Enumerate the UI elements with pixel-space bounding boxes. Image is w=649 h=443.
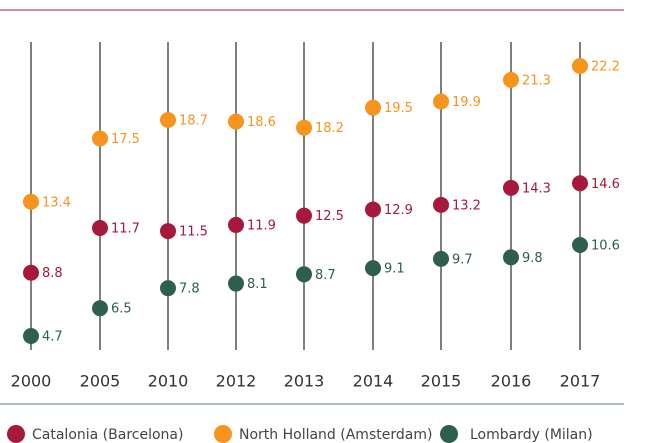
dot bbox=[572, 175, 588, 192]
data-label: 11.9 bbox=[247, 218, 276, 233]
x-tick-label: 2005 bbox=[80, 372, 121, 391]
data-label: 19.9 bbox=[452, 95, 481, 110]
dot bbox=[433, 196, 449, 213]
data-label: 8.8 bbox=[42, 266, 63, 281]
data-label: 13.2 bbox=[452, 198, 481, 213]
dot bbox=[23, 328, 39, 344]
data-label: 8.7 bbox=[315, 268, 336, 283]
dot bbox=[228, 113, 244, 130]
dot bbox=[296, 266, 312, 283]
dot bbox=[92, 130, 108, 147]
x-tick-label: 2017 bbox=[560, 372, 601, 391]
data-label: 11.5 bbox=[179, 225, 208, 240]
legend-label: North Holland (Amsterdam) bbox=[239, 427, 432, 443]
dot bbox=[160, 112, 176, 128]
dot bbox=[433, 93, 449, 110]
legend-swatch bbox=[440, 425, 458, 443]
legend-swatch bbox=[214, 425, 232, 443]
dot bbox=[365, 260, 381, 277]
dot bbox=[433, 250, 449, 267]
dot bbox=[503, 71, 519, 88]
dot bbox=[365, 99, 381, 116]
dot bbox=[296, 207, 312, 224]
data-label: 12.9 bbox=[384, 203, 413, 218]
data-label: 8.1 bbox=[247, 277, 268, 292]
data-label: 10.6 bbox=[591, 238, 620, 253]
x-tick-label: 2016 bbox=[491, 372, 532, 391]
legend-label: Lombardy (Milan) bbox=[470, 427, 593, 443]
dot bbox=[228, 275, 244, 292]
data-label: 7.8 bbox=[179, 282, 200, 297]
data-label: 9.7 bbox=[452, 252, 473, 267]
dot bbox=[503, 249, 519, 266]
dot bbox=[92, 300, 108, 317]
data-label: 12.5 bbox=[315, 209, 344, 224]
data-label: 19.5 bbox=[384, 101, 413, 116]
dot bbox=[228, 216, 244, 233]
data-label: 14.6 bbox=[591, 177, 620, 192]
dot bbox=[160, 280, 176, 297]
data-label: 4.7 bbox=[42, 330, 63, 345]
legend-swatch bbox=[7, 425, 25, 443]
data-label: 18.2 bbox=[315, 121, 344, 136]
data-label: 11.7 bbox=[111, 222, 140, 237]
dot bbox=[92, 220, 108, 236]
data-label: 14.3 bbox=[522, 181, 551, 196]
x-tick-label: 2010 bbox=[148, 372, 189, 391]
dot bbox=[365, 201, 381, 218]
x-tick-label: 2014 bbox=[353, 372, 394, 391]
dot bbox=[572, 236, 588, 253]
legend-label: Catalonia (Barcelona) bbox=[32, 427, 183, 443]
x-tick-label: 2013 bbox=[284, 372, 325, 391]
data-label: 18.6 bbox=[247, 115, 276, 130]
dot bbox=[23, 264, 39, 281]
dot bbox=[572, 58, 588, 74]
x-tick-label: 2000 bbox=[11, 372, 52, 391]
x-tick-label: 2015 bbox=[421, 372, 462, 391]
dot bbox=[160, 223, 176, 240]
data-label: 18.7 bbox=[179, 114, 208, 129]
data-label: 22.2 bbox=[591, 60, 620, 75]
dot bbox=[296, 119, 312, 136]
x-tick-label: 2012 bbox=[216, 372, 257, 391]
data-label: 13.4 bbox=[42, 195, 71, 210]
data-label: 9.8 bbox=[522, 251, 543, 266]
data-label: 17.5 bbox=[111, 132, 140, 147]
dot bbox=[503, 179, 519, 196]
dot bbox=[23, 193, 39, 210]
data-label: 9.1 bbox=[384, 262, 405, 277]
data-label: 6.5 bbox=[111, 302, 132, 317]
data-label: 21.3 bbox=[522, 73, 551, 88]
